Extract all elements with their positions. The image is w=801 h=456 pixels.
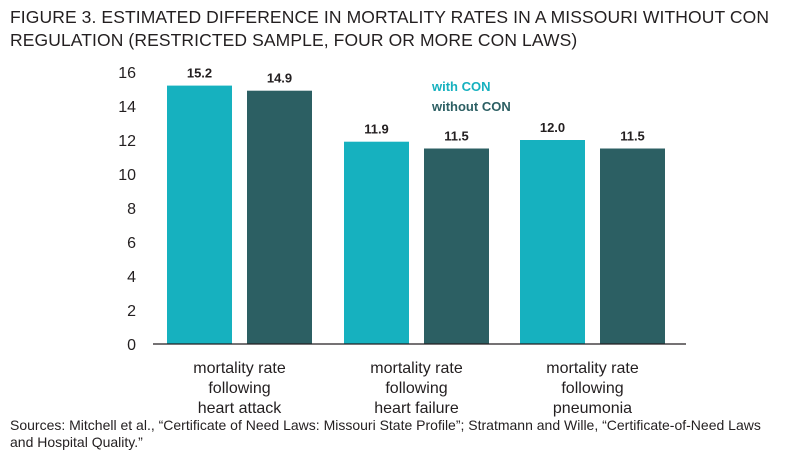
source-note: Sources: Mitchell et al., “Certificate o… bbox=[10, 417, 795, 451]
data-label: 14.9 bbox=[267, 71, 292, 86]
y-tick-label: 14 bbox=[118, 99, 136, 116]
y-tick-label: 12 bbox=[118, 133, 136, 150]
x-category-label: pneumonia bbox=[553, 400, 632, 417]
chart-title-line-2: REGULATION (RESTRICTED SAMPLE, FOUR OR M… bbox=[10, 30, 578, 50]
y-tick-label: 0 bbox=[127, 337, 136, 354]
x-category-label: heart attack bbox=[198, 400, 283, 417]
chart-title-line-1: FIGURE 3. ESTIMATED DIFFERENCE IN MORTAL… bbox=[10, 7, 770, 27]
y-tick-label: 10 bbox=[118, 167, 136, 184]
legend-label-without-con: without CON bbox=[431, 99, 511, 114]
source-note-line-1: Sources: Mitchell et al., “Certificate o… bbox=[10, 417, 761, 433]
x-category-label: following bbox=[385, 380, 447, 397]
chart-title: FIGURE 3. ESTIMATED DIFFERENCE IN MORTAL… bbox=[10, 6, 790, 52]
bar-without-con bbox=[247, 90, 312, 344]
bar-without-con bbox=[600, 148, 665, 344]
legend-label-with-con: with CON bbox=[431, 79, 491, 94]
y-tick-label: 6 bbox=[127, 235, 136, 252]
y-tick-label: 16 bbox=[118, 65, 136, 82]
x-category-label: mortality rate bbox=[546, 360, 639, 377]
y-tick-label: 2 bbox=[127, 303, 136, 320]
data-label: 15.2 bbox=[187, 66, 212, 81]
y-tick-label: 8 bbox=[127, 201, 136, 218]
data-label: 11.5 bbox=[620, 129, 645, 144]
bar-with-con bbox=[344, 141, 409, 344]
x-category-label: mortality rate bbox=[193, 360, 286, 377]
x-category-label: following bbox=[561, 380, 623, 397]
bar-with-con bbox=[520, 140, 585, 344]
bar-with-con bbox=[167, 85, 232, 344]
source-note-line-2: and Hospital Quality.” bbox=[10, 434, 143, 450]
x-category-label: mortality rate bbox=[370, 360, 463, 377]
x-category-label: following bbox=[208, 380, 270, 397]
data-label: 12.0 bbox=[540, 120, 565, 135]
x-category-label: heart failure bbox=[374, 400, 459, 417]
y-tick-label: 4 bbox=[127, 269, 136, 286]
data-label: 11.5 bbox=[444, 129, 469, 144]
data-label: 11.9 bbox=[364, 122, 389, 137]
bar-without-con bbox=[424, 148, 489, 344]
